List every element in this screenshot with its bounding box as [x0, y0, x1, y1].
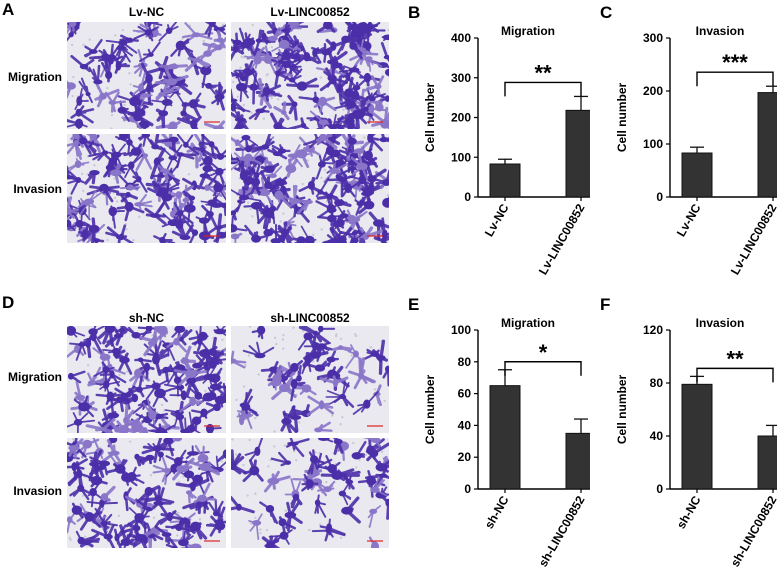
micrograph-lv-nc-invasion [67, 134, 226, 243]
micrograph-lv-nc-migration [67, 22, 226, 129]
x-tick-label: sh-NC [482, 493, 512, 531]
micrograph-texture [67, 326, 226, 433]
y-tick-label: 60 [458, 387, 472, 401]
x-tick-label: sh-NC [674, 493, 704, 531]
y-tick-label: 20 [458, 450, 472, 464]
bar-lv-nc [681, 152, 713, 198]
x-tick-label: sh-LINC00852 [536, 493, 588, 569]
y-tick-label: 200 [451, 111, 471, 125]
bar-lv-linc00852 [565, 109, 590, 198]
significance-bracket [696, 367, 774, 383]
chart-b: B Migration Cell number 0 100 200 300 400 Lv-NC L… [408, 3, 590, 277]
micrograph-lv-linc-invasion [231, 134, 389, 243]
chart-c: C Invasion Cell number 0 100 200 300 Lv-NC Lv-LI… [600, 3, 777, 277]
micrograph-texture [67, 134, 226, 243]
significance-stars: *** [722, 50, 748, 75]
panel-label-a: A [2, 0, 15, 19]
bar-sh-linc00852 [757, 435, 777, 490]
panel-label-b: B [408, 3, 420, 22]
micrograph-sh-linc-invasion [231, 438, 389, 548]
significance-stars: * [539, 340, 548, 365]
col-title-lv-linc00852: Lv-LINC00852 [270, 5, 350, 19]
bar-sh-nc [489, 385, 521, 490]
y-tick-label: 80 [458, 355, 472, 369]
col-title-sh-nc: sh-NC [128, 311, 165, 325]
significance-bracket [504, 81, 582, 97]
y-tick-label: 0 [464, 482, 471, 496]
y-tick-label: 120 [643, 323, 663, 337]
micrograph-lv-linc-migration [231, 22, 389, 129]
y-axis-label: Cell number [615, 375, 629, 445]
panel-label-c: C [600, 3, 612, 22]
micrograph-texture [231, 22, 389, 129]
significance-stars: ** [726, 346, 744, 371]
x-tick-label: Lv-NC [674, 201, 704, 239]
y-tick-label: 400 [451, 31, 471, 45]
micrograph-sh-linc-migration [231, 326, 389, 433]
x-tick-label: Lv-LINC00852 [536, 201, 588, 277]
row-title-migration-d: Migration [8, 370, 62, 384]
y-tick-label: 300 [451, 71, 471, 85]
panel-label-d: D [2, 293, 15, 312]
y-axis-label: Cell number [615, 83, 629, 153]
chart-e: E Migration Cell number 0 20 40 60 80 100 sh-NC sh… [408, 295, 590, 569]
chart-title: Invasion [696, 24, 745, 38]
significance-bracket [504, 361, 582, 376]
x-tick-label: sh-LINC00852 [728, 493, 777, 569]
y-tick-label: 40 [458, 418, 472, 432]
x-tick-label: Lv-NC [482, 201, 512, 239]
y-tick-label: 100 [451, 150, 471, 164]
micrograph-sh-nc-invasion [67, 438, 226, 548]
col-title-lv-nc: Lv-NC [128, 5, 165, 19]
micrograph-texture [67, 22, 226, 129]
y-tick-label: 40 [650, 429, 664, 443]
chart-title: Migration [501, 24, 555, 38]
micrograph-texture [67, 438, 226, 548]
micrograph-texture [231, 326, 389, 433]
chart-title: Invasion [696, 316, 745, 330]
y-tick-label: 100 [643, 137, 663, 151]
micrograph-texture [231, 134, 389, 243]
bar-sh-linc00852 [565, 432, 590, 490]
micrograph-texture [231, 438, 389, 548]
y-tick-label: 300 [643, 31, 663, 45]
row-title-invasion-d: Invasion [13, 484, 62, 498]
bar-lv-nc [489, 163, 521, 198]
micrograph-sh-nc-migration [67, 326, 226, 433]
y-tick-label: 80 [650, 376, 664, 390]
bar-sh-nc [681, 383, 713, 490]
y-tick-label: 200 [643, 84, 663, 98]
row-title-invasion: Invasion [13, 182, 62, 196]
x-tick-label: Lv-LINC00852 [728, 201, 777, 277]
panel-label-f: F [600, 295, 610, 314]
y-axis-label: Cell number [423, 83, 437, 153]
significance-bracket [696, 71, 774, 87]
y-tick-label: 100 [451, 323, 471, 337]
chart-title: Migration [501, 316, 555, 330]
y-tick-label: 0 [656, 190, 663, 204]
chart-f: F Invasion Cell number 0 40 80 120 sh-NC sh-LINC… [600, 295, 777, 569]
col-title-sh-linc00852: sh-LINC00852 [270, 311, 350, 325]
significance-stars: ** [534, 60, 552, 85]
y-tick-label: 0 [464, 190, 471, 204]
bar-lv-linc00852 [757, 92, 777, 198]
panel-label-e: E [408, 295, 419, 314]
row-title-migration: Migration [8, 70, 62, 84]
y-tick-label: 0 [656, 482, 663, 496]
y-axis-label: Cell number [423, 375, 437, 445]
